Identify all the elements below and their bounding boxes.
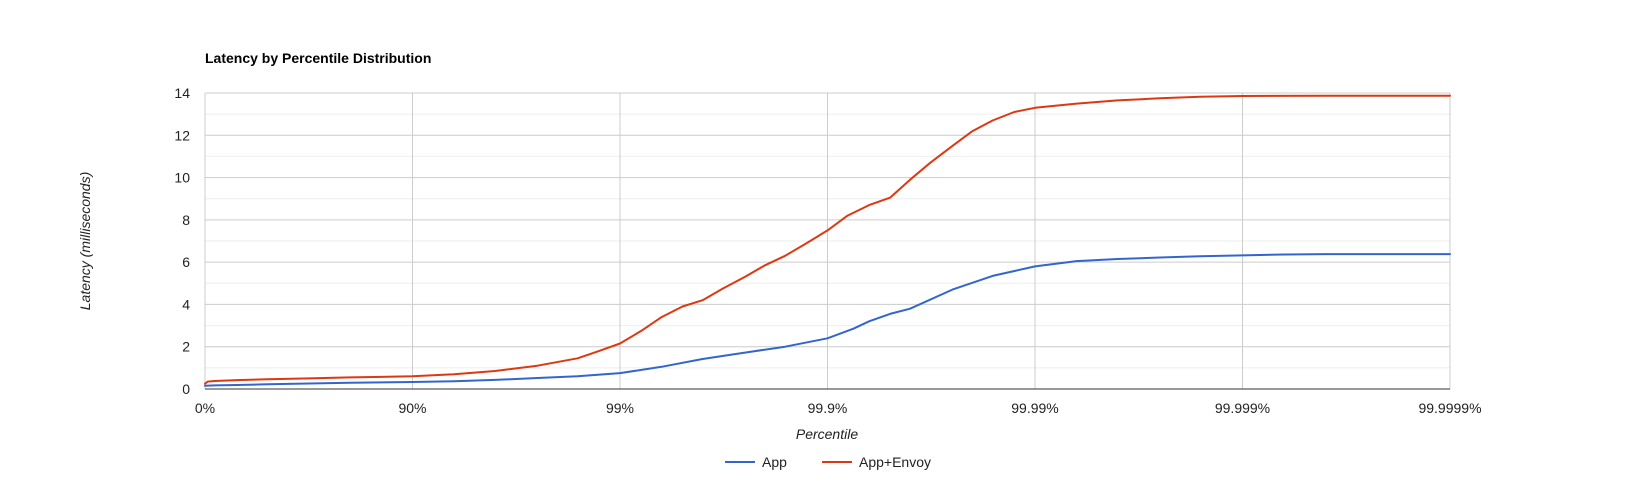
series-line-app-envoy <box>204 94 1451 385</box>
x-tick-label: 99.9% <box>808 400 848 416</box>
x-axis-label: Percentile <box>796 426 858 442</box>
y-axis-label: Latency (milliseconds) <box>77 172 93 311</box>
x-tick-label: 99.99% <box>1011 400 1058 416</box>
x-tick-label: 99% <box>606 400 634 416</box>
y-tick-label: 4 <box>182 296 190 312</box>
legend-item: App+Envoy <box>822 454 931 470</box>
x-tick-label: 0% <box>195 400 215 416</box>
y-tick-label: 0 <box>182 381 190 397</box>
x-tick-label: 90% <box>398 400 426 416</box>
legend-label: App <box>762 454 787 470</box>
chart-title: Latency by Percentile Distribution <box>205 50 431 66</box>
grid-layer <box>204 92 1451 389</box>
y-tick-label: 6 <box>182 254 190 270</box>
y-tick-label: 14 <box>174 85 190 101</box>
y-tick-label: 10 <box>174 170 190 186</box>
legend-item: App <box>725 454 787 470</box>
y-tick-label: 8 <box>182 212 190 228</box>
x-tick-label: 99.999% <box>1215 400 1270 416</box>
series-line-app <box>204 253 1451 387</box>
y-tick-label: 12 <box>174 127 190 143</box>
y-tick-label: 2 <box>182 339 190 355</box>
series-layer <box>204 94 1451 387</box>
axis-layer: 0 2 4 6 8 10 12 14 0% 90% 99% 99.9% 99.99% 99.999% 99.… <box>174 85 1481 416</box>
legend: App App+Envoy <box>725 454 931 470</box>
x-tick-label: 99.9999% <box>1418 400 1481 416</box>
legend-label: App+Envoy <box>859 454 931 470</box>
